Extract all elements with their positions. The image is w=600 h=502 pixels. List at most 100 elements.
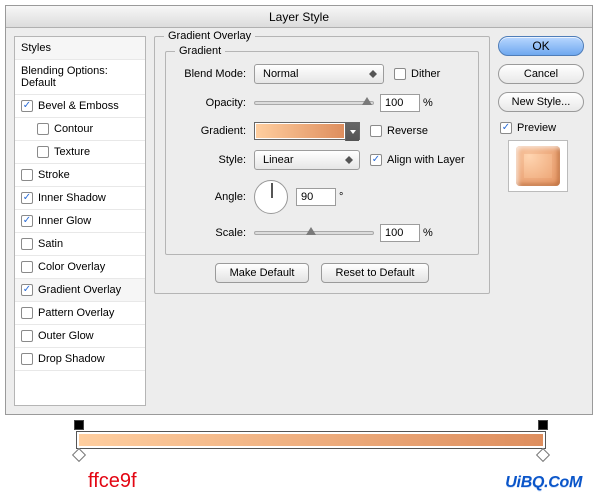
reset-default-button[interactable]: Reset to Default	[321, 263, 430, 283]
gradient-fieldset: Gradient Blend Mode: Normal Dither Opaci…	[165, 51, 479, 255]
scale-input[interactable]	[380, 224, 420, 242]
sidebar-item-label: Outer Glow	[38, 330, 94, 342]
gradient-dropdown-icon[interactable]	[345, 123, 359, 141]
sidebar-checkbox[interactable]	[21, 284, 33, 296]
sidebar-item-label: Pattern Overlay	[38, 307, 114, 319]
dialog-body: Styles Blending Options: Default Bevel &…	[6, 28, 592, 414]
right-panel: OK Cancel New Style... Preview	[496, 28, 592, 414]
angle-line	[271, 183, 273, 198]
gradient-fill	[255, 123, 345, 139]
preview-bevel	[516, 146, 560, 186]
sidebar-checkbox[interactable]	[21, 330, 33, 342]
scale-label: Scale:	[176, 227, 254, 239]
sidebar-item-satin[interactable]: Satin	[15, 233, 145, 256]
sidebar-item-texture[interactable]: Texture	[15, 141, 145, 164]
dither-label: Dither	[411, 68, 440, 80]
sidebar-item-label: Stroke	[38, 169, 70, 181]
scale-unit: %	[423, 227, 433, 239]
blend-mode-label: Blend Mode:	[176, 68, 254, 80]
sidebar-item-label: Satin	[38, 238, 63, 250]
align-checkbox-row[interactable]: Align with Layer	[370, 154, 465, 166]
angle-unit: °	[339, 191, 343, 203]
layer-style-dialog: Layer Style Styles Blending Options: Def…	[5, 5, 593, 415]
sidebar-header[interactable]: Styles	[15, 37, 145, 60]
preview-checkbox-row[interactable]: Preview	[500, 122, 584, 134]
sidebar-item-stroke[interactable]: Stroke	[15, 164, 145, 187]
opacity-stop-right[interactable]	[538, 420, 548, 430]
dither-checkbox-row[interactable]: Dither	[394, 68, 440, 80]
fieldset-title: Gradient Overlay	[164, 30, 255, 42]
opacity-input[interactable]	[380, 94, 420, 112]
sidebar-item-color-overlay[interactable]: Color Overlay	[15, 256, 145, 279]
center-panel: Gradient Overlay Gradient Blend Mode: No…	[150, 28, 496, 414]
sidebar-checkbox[interactable]	[21, 169, 33, 181]
sidebar-checkbox[interactable]	[21, 215, 33, 227]
opacity-slider-thumb[interactable]	[362, 97, 372, 105]
dialog-title: Layer Style	[6, 6, 592, 28]
opacity-unit: %	[423, 97, 433, 109]
preview-checkbox[interactable]	[500, 122, 512, 134]
sidebar-item-label: Inner Shadow	[38, 192, 106, 204]
opacity-slider[interactable]	[254, 101, 374, 105]
gradient-bar-fill	[79, 434, 543, 446]
sidebar-item-bevel-emboss[interactable]: Bevel & Emboss	[15, 95, 145, 118]
sidebar-checkbox[interactable]	[21, 353, 33, 365]
align-checkbox[interactable]	[370, 154, 382, 166]
new-style-button[interactable]: New Style...	[498, 92, 584, 112]
reverse-checkbox-row[interactable]: Reverse	[370, 125, 428, 137]
sidebar-blending-options[interactable]: Blending Options: Default	[15, 60, 145, 95]
sidebar-checkbox[interactable]	[21, 261, 33, 273]
opacity-stop-left[interactable]	[74, 420, 84, 430]
sidebar-checkbox[interactable]	[21, 307, 33, 319]
sidebar-item-label: Drop Shadow	[38, 353, 105, 365]
scale-slider-thumb[interactable]	[306, 227, 316, 235]
gradient-swatch[interactable]	[254, 122, 360, 140]
sidebar-checkbox[interactable]	[21, 192, 33, 204]
ok-button[interactable]: OK	[498, 36, 584, 56]
default-buttons: Make Default Reset to Default	[165, 263, 479, 283]
sidebar-item-drop-shadow[interactable]: Drop Shadow	[15, 348, 145, 371]
sidebar-item-label: Bevel & Emboss	[38, 100, 119, 112]
gradient-editor-bar[interactable]	[76, 422, 546, 472]
angle-label: Angle:	[176, 191, 254, 203]
inner-fieldset-title: Gradient	[175, 45, 225, 57]
sidebar-item-inner-shadow[interactable]: Inner Shadow	[15, 187, 145, 210]
color-hex-label: ffce9f	[88, 470, 137, 493]
angle-dial[interactable]	[254, 180, 288, 214]
sidebar-checkbox[interactable]	[37, 146, 49, 158]
scale-slider[interactable]	[254, 231, 374, 235]
watermark-logo: UiBQ.CoM	[505, 474, 582, 492]
sidebar-item-label: Gradient Overlay	[38, 284, 121, 296]
sidebar-item-label: Inner Glow	[38, 215, 91, 227]
color-stop-left[interactable]	[72, 448, 86, 462]
sidebar-item-pattern-overlay[interactable]: Pattern Overlay	[15, 302, 145, 325]
make-default-button[interactable]: Make Default	[215, 263, 310, 283]
style-select[interactable]: Linear	[254, 150, 360, 170]
sidebar-item-label: Texture	[54, 146, 90, 158]
preview-tile	[508, 140, 568, 192]
gradient-overlay-fieldset: Gradient Overlay Gradient Blend Mode: No…	[154, 36, 490, 294]
blend-mode-select[interactable]: Normal	[254, 64, 384, 84]
style-label: Style:	[176, 154, 254, 166]
preview-label: Preview	[517, 122, 556, 134]
sidebar-item-gradient-overlay[interactable]: Gradient Overlay	[15, 279, 145, 302]
gradient-bar[interactable]	[76, 431, 546, 449]
sidebar-item-inner-glow[interactable]: Inner Glow	[15, 210, 145, 233]
sidebar-checkbox[interactable]	[21, 100, 33, 112]
align-label: Align with Layer	[387, 154, 465, 166]
sidebar-item-label: Color Overlay	[38, 261, 105, 273]
dither-checkbox[interactable]	[394, 68, 406, 80]
gradient-label: Gradient:	[176, 125, 254, 137]
color-stop-right[interactable]	[536, 448, 550, 462]
reverse-label: Reverse	[387, 125, 428, 137]
sidebar-item-outer-glow[interactable]: Outer Glow	[15, 325, 145, 348]
cancel-button[interactable]: Cancel	[498, 64, 584, 84]
styles-sidebar: Styles Blending Options: Default Bevel &…	[14, 36, 146, 406]
sidebar-item-label: Contour	[54, 123, 93, 135]
sidebar-checkbox[interactable]	[21, 238, 33, 250]
sidebar-checkbox[interactable]	[37, 123, 49, 135]
reverse-checkbox[interactable]	[370, 125, 382, 137]
sidebar-item-contour[interactable]: Contour	[15, 118, 145, 141]
angle-input[interactable]	[296, 188, 336, 206]
opacity-label: Opacity:	[176, 97, 254, 109]
